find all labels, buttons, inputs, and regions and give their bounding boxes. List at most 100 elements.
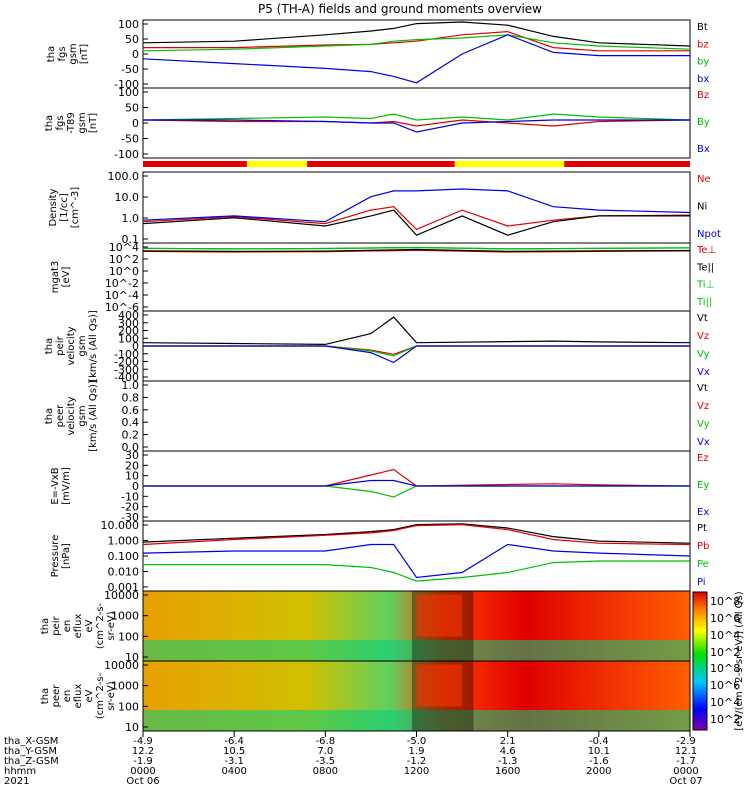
x-axis-value: -5.0 [407,736,427,747]
y-axis-label-line: [eV] [61,267,72,288]
y-tick-label: 10 [125,470,139,483]
y-tick-label: 50 [125,33,139,46]
y-axis-label-line: gsm [77,335,88,356]
y-tick-label: 0.001 [108,581,140,594]
y-tick-label: 10^0 [109,265,139,278]
y-tick-label: 1.000 [108,535,140,548]
y-tick-label: 1000 [111,680,139,693]
x-axis-row-label: tha_Z-GSM [4,756,59,767]
y-axis-label-line: eV [84,619,95,632]
panel-fgs_dc: 100 50 0 -50 -100 tha fgs -T89 gsm [nT] Bz By Bx [44,86,710,161]
y-axis-label-line: gsm [77,405,88,426]
colorbar-tick: 10^4 [710,696,740,709]
legend-entry: Te|| [696,262,714,273]
status-segment [246,161,308,167]
legend-entry: by [697,57,709,68]
x-axis-value: -2.9 [676,736,696,747]
legend-entry: Ex [697,507,709,518]
y-tick-label: 0.0 [122,441,140,454]
legend-entry: Bx [697,144,710,155]
x-axis-row-label: tha_X-GSM [4,736,58,747]
y-axis-label-line: Pressure [50,535,61,578]
legend-entry: Npot [697,229,721,240]
series-line-Pi [142,543,691,579]
colorbar-tick: 10^2 [710,646,740,659]
legend-entry: Vx [697,437,710,448]
spectrogram-low-band [143,710,690,731]
y-tick-label: 100 [118,332,139,345]
x-axis-value: -0.4 [589,736,609,747]
y-axis-label-line: sr-eV) [106,611,117,640]
legend-entry: Pi [697,577,706,588]
legend-entry: Ey [697,480,709,491]
y-tick-label: 20 [125,459,139,472]
legend-entry: bx [697,74,709,85]
status-segment [564,161,690,167]
x-axis-value: 0000 [673,766,698,777]
y-tick-label: 1000 [111,610,139,623]
legend-entry: Bt [697,22,708,33]
colorbar-gradient [692,591,708,731]
panel-frame [142,380,691,452]
y-axis-label-line: en [62,690,73,703]
y-tick-label: 200 [118,325,139,338]
series-line-Ey [143,485,690,498]
y-axis-label-line: tha [40,688,51,704]
y-tick-label: 10000 [104,589,139,602]
x-axis-value: 0000 [130,766,155,777]
series-line-bz [143,30,690,52]
y-axis-label-line: velocity [66,396,77,435]
series-line-Vy [143,345,690,357]
y-axis-label-line: tha [44,115,55,131]
y-tick-label: 0.2 [122,429,140,442]
y-tick-label: -30 [121,511,139,524]
series-line-Ni [142,209,690,236]
y-axis-label-line: eflux [73,684,84,709]
x-axis-value: 2000 [586,766,611,777]
y-tick-label: -20 [121,501,139,514]
y-axis-label-line: [1/cc] [59,193,70,222]
y-axis-label-line: [km/s (All Qs)] [88,380,99,452]
status-segment [143,161,247,167]
y-tick-label: 10000 [104,659,139,672]
panel-fgs: 100 50 0 -50 -100 tha fgs gsm [nT] Bt bz by bx [46,18,709,91]
x-axis-value: 2.1 [500,736,516,747]
y-tick-label: -300 [114,363,139,376]
y-axis-label-line: [nT] [79,44,90,64]
colorbar-tick: 10^6 [710,612,740,625]
x-axis-value: 12.1 [675,746,697,757]
y-axis-label-line: tha [46,46,57,62]
status-segment [307,161,455,167]
legend-entry: Vx [697,367,710,378]
status-segment [454,161,565,167]
legend-entry: Vt [697,383,708,394]
colorbar-label: [eV/(cm^2-s-sr-eV)] (All Qs) [734,591,745,730]
y-tick-label: 0.1 [122,233,140,246]
y-tick-label: 0.4 [122,416,140,429]
x-axis-value: -1.9 [133,756,153,767]
panel-pressure: 10.000 1.000 0.100 0.010 0.001 Pressure [nPa] P… [50,519,709,594]
x-axis-row-label: hhmm [4,766,36,777]
y-tick-label: 0 [132,48,139,61]
colorbar-tick: 10^8 [710,595,740,608]
quality-status-bar [143,161,690,167]
series-line-Vt [142,316,691,346]
y-tick-label: 30 [125,449,139,462]
y-tick-label: 0 [132,117,139,130]
colorbar: 10^8 10^6 10^4 10^2 10^8 10^6 10^4 10^2[eV/(cm^… [692,591,745,731]
y-tick-label: 100 [118,18,139,31]
legend-entry: By [697,117,710,128]
legend-entry: Vy [697,419,710,430]
y-axis-label-line: gsm [77,112,88,133]
series-line-Vx [143,345,690,364]
series-line-by [142,34,691,52]
y-axis-label-line: (cm^2-s- [95,672,106,719]
panel-frame [142,171,691,244]
legend-entry: Pt [697,523,707,534]
series-line-Bx [143,119,690,133]
y-tick-label: 50 [125,102,139,115]
y-axis-label-line: -T89 [66,112,77,134]
y-tick-label: 0 [132,480,139,493]
legend-entry: Ez [697,453,709,464]
